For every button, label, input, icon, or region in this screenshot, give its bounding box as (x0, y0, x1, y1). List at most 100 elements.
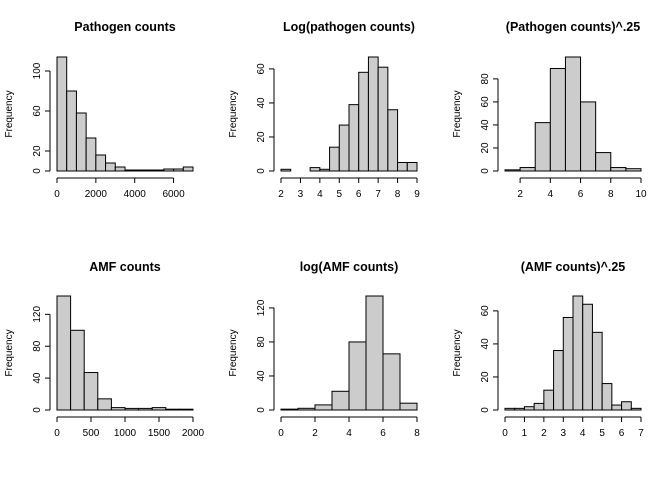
y-tick-label: 20 (256, 131, 267, 143)
histogram-bar (399, 402, 418, 411)
y-tick-label: 0 (256, 407, 267, 413)
panel-title: Pathogen counts (74, 20, 175, 34)
histogram-bar (56, 295, 72, 411)
panel-title: log(AMF counts) (300, 260, 399, 274)
histogram-panel-2: Log(pathogen counts) 2 3 4 5 6 7 8 9 0 20 40 60 Frequ… (228, 20, 420, 200)
histogram-bar (504, 169, 521, 172)
x-tick-label: 4000 (124, 189, 147, 200)
x-tick-label: 2000 (182, 428, 205, 439)
x-tick-label: 6 (619, 428, 625, 439)
histogram-panel-6: (AMF counts)^.25 0 1 2 3 4 5 6 7 0 20 40 60 Frequency (452, 260, 644, 439)
histogram-bar (580, 101, 597, 172)
panel-title: Log(pathogen counts) (283, 20, 415, 34)
histogram-bar (165, 408, 180, 411)
x-tick-label: 0 (54, 189, 60, 200)
histogram-bar (314, 404, 333, 411)
x-tick-label: 1 (522, 428, 528, 439)
histogram-bar (151, 407, 167, 411)
x-tick-label: 4 (346, 428, 352, 439)
x-tick-label: 9 (414, 189, 420, 200)
y-tick-label: 0 (32, 168, 43, 174)
x-tick-label: 6 (356, 189, 362, 200)
x-tick-label: 6 (380, 428, 386, 439)
histogram-bar (365, 295, 384, 411)
histogram-bar (329, 146, 340, 172)
x-tick-label: 1000 (114, 428, 137, 439)
histogram-bar (572, 295, 584, 411)
histogram-bar (297, 407, 316, 411)
x-tick-label: 6000 (162, 189, 185, 200)
y-tick-label: 0 (256, 168, 267, 174)
y-tick-label: 60 (480, 96, 491, 108)
y-tick-label: 0 (480, 168, 491, 174)
histogram-bar (358, 71, 369, 172)
histogram-bar (523, 406, 535, 411)
y-tick-label: 40 (256, 97, 267, 109)
histogram-bar (611, 404, 623, 411)
histogram-bar (85, 137, 97, 172)
histogram-bar (110, 407, 126, 411)
y-axis-label: Frequency (452, 329, 463, 376)
x-tick-label: 1500 (148, 428, 171, 439)
y-tick-label: 20 (480, 371, 491, 383)
histogram-bar (564, 56, 582, 172)
x-tick-label: 0 (278, 428, 284, 439)
x-tick-label: 5 (337, 189, 343, 200)
y-axis-label: Frequency (452, 90, 463, 137)
x-tick-label: 2 (517, 189, 523, 200)
x-tick-label: 500 (83, 428, 100, 439)
histogram-bar (280, 408, 299, 411)
histogram-bar (95, 154, 107, 172)
x-tick-label: 7 (375, 189, 381, 200)
y-tick-label: 60 (32, 105, 43, 117)
y-tick-label: 20 (480, 142, 491, 154)
x-tick-label: 6 (578, 189, 584, 200)
y-tick-label: 40 (256, 370, 267, 382)
y-tick-label: 40 (480, 338, 491, 350)
histogram-bar (582, 303, 593, 411)
histogram-bar (75, 112, 87, 172)
histogram-bar (134, 169, 145, 172)
histogram-bar (621, 401, 632, 411)
histogram-bar (138, 407, 153, 411)
x-tick-label: 8 (608, 189, 614, 200)
x-tick-label: 3 (298, 189, 304, 200)
histogram-bar (66, 90, 77, 172)
y-tick-label: 40 (32, 372, 43, 384)
histogram-bar (338, 124, 350, 172)
y-tick-label: 60 (256, 63, 267, 75)
y-axis-label: Frequency (4, 329, 15, 376)
y-tick-label: 20 (32, 145, 43, 157)
x-tick-label: 0 (502, 428, 508, 439)
x-tick-label: 2 (278, 189, 284, 200)
histogram-bar (382, 353, 401, 411)
histogram-bar (377, 66, 389, 172)
histogram-bar (534, 122, 551, 172)
histogram-bar (153, 169, 165, 172)
histogram-bar (519, 167, 536, 172)
histogram-bar (387, 109, 399, 172)
y-tick-label: 120 (256, 299, 267, 316)
histogram-bar (105, 162, 116, 172)
histogram-bar (562, 316, 574, 411)
histogram-bar (595, 152, 612, 172)
histogram-bar (143, 169, 155, 172)
x-tick-label: 3 (561, 428, 567, 439)
x-tick-label: 4 (548, 189, 554, 200)
y-axis-label: Frequency (4, 90, 15, 137)
histogram-bar (367, 56, 379, 172)
histogram-bar (543, 389, 555, 411)
histogram-bar (309, 167, 321, 172)
histogram-bar (514, 407, 525, 411)
histogram-bar (124, 407, 140, 411)
histogram-bar (553, 350, 564, 411)
x-tick-label: 8 (414, 428, 420, 439)
x-tick-label: 7 (638, 428, 644, 439)
panel-title: (AMF counts)^.25 (521, 260, 626, 274)
histogram-bar (83, 372, 99, 411)
panel-title: AMF counts (89, 260, 161, 274)
x-tick-label: 0 (54, 428, 60, 439)
y-tick-label: 60 (480, 305, 491, 317)
